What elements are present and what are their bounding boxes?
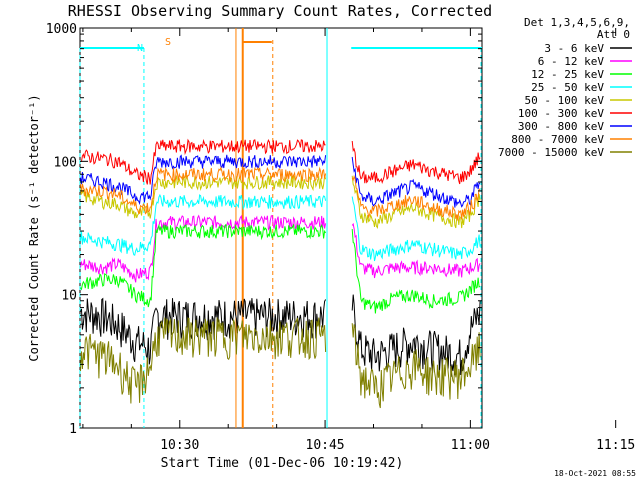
series-line-3: [351, 196, 481, 262]
y-tick-label: 100: [54, 155, 77, 170]
series-line-0: [351, 294, 481, 377]
x-tick-label: 10:30: [160, 438, 199, 453]
x-axis-label: Start Time (01-Dec-06 10:19:42): [161, 456, 404, 471]
y-tick-label: 10: [61, 289, 77, 304]
legend-label: 7000 - 15000 keV: [498, 146, 604, 159]
legend-label: 12 - 25 keV: [531, 68, 604, 81]
series-line-7: [351, 174, 481, 221]
series-line-1: [80, 214, 327, 283]
legend-label: 800 - 7000 keV: [511, 133, 604, 146]
saa-flag-label: S: [165, 37, 171, 48]
legend-label: 25 - 50 keV: [531, 81, 604, 94]
series-line-8: [351, 323, 481, 409]
series-line-6: [351, 156, 481, 208]
footer-timestamp: 18-Oct-2021 08:55: [554, 469, 636, 478]
legend-label: 100 - 300 keV: [518, 107, 604, 120]
legend-header-line2: Att 0: [597, 28, 630, 41]
series-line-7: [80, 166, 327, 215]
legend-label: 50 - 100 keV: [525, 94, 605, 107]
series-line-3: [80, 193, 327, 256]
y-tick-label: 1: [69, 422, 77, 437]
series-line-1: [351, 222, 481, 279]
series-line-8: [80, 317, 327, 404]
legend-label: 300 - 800 keV: [518, 120, 604, 133]
legend-header-line1: Det 1,3,4,5,6,9,: [524, 16, 630, 29]
x-tick-label: 11:00: [451, 438, 490, 453]
series-line-5: [351, 140, 481, 185]
night-flag-label: N: [137, 43, 143, 54]
series-line-6: [80, 154, 327, 206]
plot-frame: [79, 27, 483, 429]
chart-title: RHESSI Observing Summary Count Rates, Co…: [68, 2, 492, 20]
series-line-2: [351, 228, 481, 314]
x-tick-label: 11:15: [596, 438, 635, 453]
y-tick-label: 1000: [46, 22, 77, 37]
y-axis-label: Corrected Count Rate (s⁻¹ detector⁻¹): [27, 94, 41, 361]
legend-label: 6 - 12 keV: [538, 55, 605, 68]
series-line-2: [80, 223, 327, 308]
series-line-5: [80, 138, 326, 185]
series-layer: [80, 138, 481, 409]
x-tick-label: 10:45: [306, 438, 345, 453]
legend-label: 3 - 6 keV: [544, 42, 604, 55]
